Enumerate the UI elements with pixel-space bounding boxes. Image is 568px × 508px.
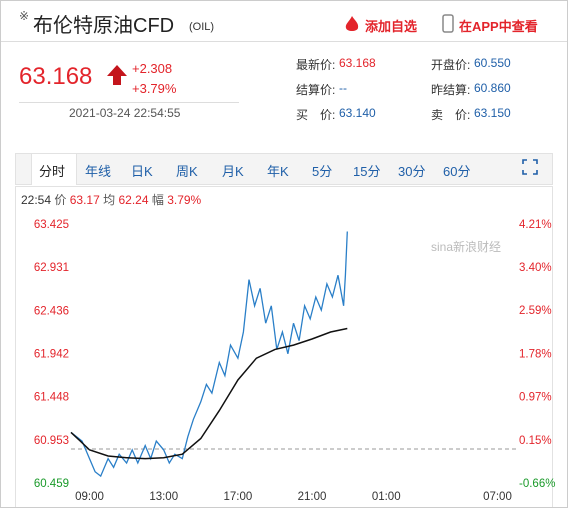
- y2-tick-label: 2.59%: [519, 305, 552, 317]
- add-button[interactable]: 添加自选: [365, 19, 418, 34]
- change: +2.308: [132, 61, 173, 76]
- y-tick-label: 61.942: [34, 349, 69, 361]
- info-amp: 3.79%: [167, 193, 202, 207]
- stat-label: 买 价:: [296, 108, 336, 122]
- price: 63.168: [19, 63, 93, 90]
- add-icon: [345, 16, 359, 31]
- x-tick-label: 01:00: [372, 491, 401, 503]
- tab[interactable]: 年线: [85, 164, 112, 179]
- fullscreen-icon[interactable]: [521, 158, 539, 176]
- up-arrow: [107, 65, 127, 85]
- stat-value: 60.860: [474, 81, 511, 95]
- stat-label: 卖 价:: [431, 108, 471, 122]
- tab[interactable]: 15分: [353, 164, 381, 179]
- tab[interactable]: 分时: [39, 164, 66, 179]
- y2-tick-label: 3.40%: [519, 262, 552, 274]
- tab[interactable]: 5分: [312, 164, 333, 179]
- stat-value: 63.140: [339, 106, 376, 120]
- stat-label: 最新价:: [296, 58, 336, 72]
- info-avg-label: 均: [103, 193, 116, 207]
- info-avg: 62.24: [118, 193, 149, 207]
- info-time: 22:54: [21, 193, 52, 207]
- watermark: sina新浪财经: [431, 239, 501, 254]
- stat-value: --: [339, 81, 347, 95]
- info-price: 63.17: [69, 193, 100, 207]
- stat-value: 63.150: [474, 106, 511, 120]
- chart-frame: [15, 186, 553, 507]
- y2-tick-label: 4.21%: [519, 219, 552, 231]
- tab[interactable]: 年K: [267, 164, 289, 179]
- active-tab-bg: [31, 153, 77, 185]
- x-tick-label: 21:00: [298, 491, 327, 503]
- x-tick-label: 17:00: [223, 491, 252, 503]
- y2-tick-label: -0.66%: [519, 478, 555, 490]
- stat-label: 开盘价:: [431, 58, 471, 72]
- tab[interactable]: 30分: [398, 164, 426, 179]
- title: 布伦特原油CFD: [33, 15, 175, 37]
- y-tick-label: 62.931: [34, 262, 69, 274]
- tab-bar: [15, 153, 553, 185]
- divider: [19, 102, 239, 103]
- code: (OIL): [189, 21, 215, 33]
- tab[interactable]: 周K: [176, 164, 198, 179]
- y-tick-label: 62.436: [34, 305, 69, 317]
- y2-tick-label: 0.97%: [519, 391, 552, 403]
- phone-icon: [442, 14, 454, 33]
- series-line: [70, 327, 348, 460]
- x-tick-label: 07:00: [483, 491, 512, 503]
- y-tick-label: 63.425: [34, 219, 69, 231]
- tab[interactable]: 日K: [131, 164, 153, 179]
- info-amp-label: 幅: [151, 193, 164, 207]
- tab[interactable]: 60分: [443, 164, 471, 179]
- tab[interactable]: 月K: [222, 164, 244, 179]
- info-price-label: 价: [54, 193, 67, 207]
- y2-tick-label: 0.15%: [519, 435, 552, 447]
- x-tick-label: 13:00: [149, 491, 178, 503]
- y-tick-label: 60.459: [34, 478, 69, 490]
- chart: sina新浪财经 63.425 62.931 62.436 61.942 61.448 6…: [34, 219, 556, 503]
- stat-label: 昨结算:: [431, 83, 471, 97]
- header-bar: [1, 1, 567, 42]
- info-line: 22:54 价 63.17 均 62.24 幅 3.79%: [21, 191, 201, 208]
- series-line: [70, 231, 348, 478]
- stat-value: 63.168: [339, 56, 376, 70]
- change-pct: +3.79%: [132, 81, 177, 96]
- stat-value: 60.550: [474, 56, 511, 70]
- y-tick-label: 60.953: [34, 435, 69, 447]
- y-tick-label: 61.448: [34, 392, 69, 404]
- stat-label: 结算价:: [296, 83, 336, 97]
- x-tick-label: 09:00: [75, 491, 104, 503]
- title-mark: ※: [19, 9, 30, 23]
- quote-time: 2021-03-24 22:54:55: [69, 106, 181, 120]
- y2-tick-label: 1.78%: [519, 348, 552, 360]
- app-button[interactable]: 在APP中查看: [459, 19, 538, 34]
